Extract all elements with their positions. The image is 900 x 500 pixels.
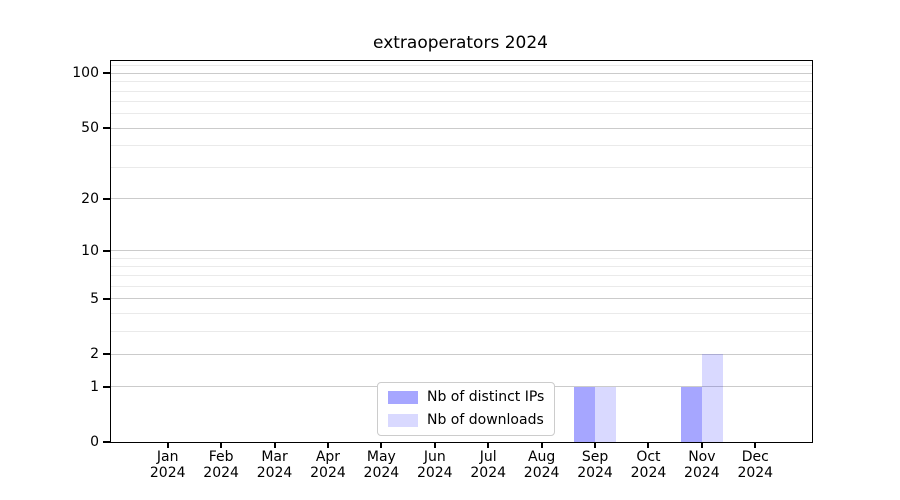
gridline-minor [111, 81, 812, 83]
legend-swatch-distinct-ips [388, 391, 418, 404]
bar-distinct-ips-nov [680, 386, 702, 442]
y-tick-mark [103, 249, 111, 252]
x-tick-year: 2024 [737, 465, 774, 481]
x-tick-year: 2024 [203, 465, 239, 481]
x-tick-label: Jun 2024 [403, 449, 467, 481]
gridline-major [111, 353, 812, 355]
x-tick-year: 2024 [149, 465, 186, 481]
x-tick-mark [700, 442, 703, 448]
x-tick-mark [273, 442, 276, 448]
y-tick-label: 20 [81, 190, 99, 207]
y-tick-label: 10 [81, 242, 99, 259]
x-tick-mark [380, 442, 383, 448]
x-tick-month: Jun [423, 449, 446, 465]
y-tick-mark [103, 385, 111, 388]
legend-swatch-downloads [388, 414, 418, 427]
gridline-major [111, 250, 812, 251]
x-tick-month: May [366, 449, 396, 465]
gridline-minor [111, 257, 812, 259]
legend-label-downloads: Nb of downloads [427, 412, 544, 428]
gridline-minor [111, 330, 812, 332]
x-tick-year: 2024 [684, 465, 720, 481]
gridline-minor [111, 101, 812, 103]
x-tick-month: Nov [688, 449, 716, 465]
x-tick-label: Mar 2024 [243, 449, 307, 481]
x-tick-mark [540, 442, 543, 448]
y-tick-label: 1 [90, 378, 99, 395]
x-tick-mark [647, 442, 650, 448]
x-tick-label: Jan 2024 [136, 449, 200, 481]
gridline-major [111, 72, 812, 74]
y-tick-mark [103, 297, 111, 300]
x-tick-year: 2024 [470, 465, 507, 481]
gridline-major [111, 298, 812, 300]
x-tick-label: Feb 2024 [189, 449, 253, 481]
x-tick-label: Nov 2024 [670, 449, 734, 481]
x-tick-label: Apr 2024 [296, 449, 360, 481]
x-tick-label: Oct 2024 [616, 449, 680, 481]
x-tick-mark [487, 442, 490, 448]
y-tick-label: 50 [81, 120, 99, 136]
gridline-minor [111, 167, 812, 169]
gridline-minor [111, 312, 812, 314]
y-tick-mark [103, 127, 111, 129]
gridline-minor [111, 113, 812, 115]
y-tick-mark [103, 441, 111, 443]
x-tick-year: 2024 [256, 465, 293, 481]
y-tick-mark [103, 72, 111, 75]
x-tick-label: Sep 2024 [563, 449, 627, 481]
gridline-minor [111, 286, 812, 288]
y-tick-label: 0 [90, 434, 99, 450]
x-tick-month: Jul [479, 449, 497, 465]
x-tick-label: Aug 2024 [510, 449, 574, 481]
gridline-minor [111, 90, 812, 92]
x-tick-label: Jul 2024 [456, 449, 520, 481]
x-tick-mark [754, 442, 757, 448]
x-tick-year: 2024 [416, 465, 453, 481]
x-tick-month: Aug [527, 449, 556, 465]
x-tick-mark [326, 442, 329, 448]
y-tick-mark [103, 197, 111, 200]
legend-item-distinct-ips: Nb of distinct IPs [388, 388, 544, 407]
x-tick-mark [594, 442, 597, 448]
y-tick-label: 2 [90, 346, 99, 363]
x-tick-label: Dec 2024 [723, 449, 787, 481]
x-tick-mark [166, 442, 169, 448]
gridline-minor [111, 144, 812, 146]
x-tick-year: 2024 [630, 465, 667, 481]
y-tick-mark [103, 353, 111, 356]
bar-downloads-sep [595, 386, 617, 442]
plot-area: 0 1 2 5 10 20 50 100 Jan 2024 Feb 2024 Mar 2024 Apr 202… [72, 60, 813, 481]
x-tick-month: Apr [315, 449, 341, 465]
legend: Nb of distinct IPs Nb of downloads [377, 382, 556, 436]
gridline-minor [111, 65, 812, 67]
legend-item-downloads: Nb of downloads [388, 411, 544, 430]
gridline-major [111, 127, 812, 129]
x-tick-label: May 2024 [349, 449, 413, 481]
x-tick-month: Oct [636, 449, 661, 465]
bar-downloads-nov [701, 354, 724, 442]
y-tick-label: 5 [90, 290, 99, 307]
x-tick-mark [433, 442, 436, 448]
x-tick-month: Feb [208, 449, 234, 465]
x-tick-year: 2024 [363, 465, 400, 481]
x-tick-month: Jan [156, 449, 179, 465]
x-tick-year: 2024 [310, 465, 346, 481]
x-tick-month: Mar [261, 449, 288, 465]
legend-label-distinct-ips: Nb of distinct IPs [427, 389, 545, 405]
x-tick-month: Sep [581, 449, 609, 465]
x-tick-month: Dec [741, 449, 769, 465]
bar-distinct-ips-sep [573, 386, 596, 442]
x-tick-year: 2024 [577, 465, 613, 481]
y-tick-label: 100 [72, 65, 99, 82]
gridline-major [111, 198, 812, 200]
chart-title: extraoperators 2024 [373, 33, 548, 53]
gridline-minor [111, 266, 812, 268]
x-tick-mark [220, 442, 223, 448]
gridline-minor [111, 275, 812, 277]
x-tick-year: 2024 [523, 465, 560, 481]
